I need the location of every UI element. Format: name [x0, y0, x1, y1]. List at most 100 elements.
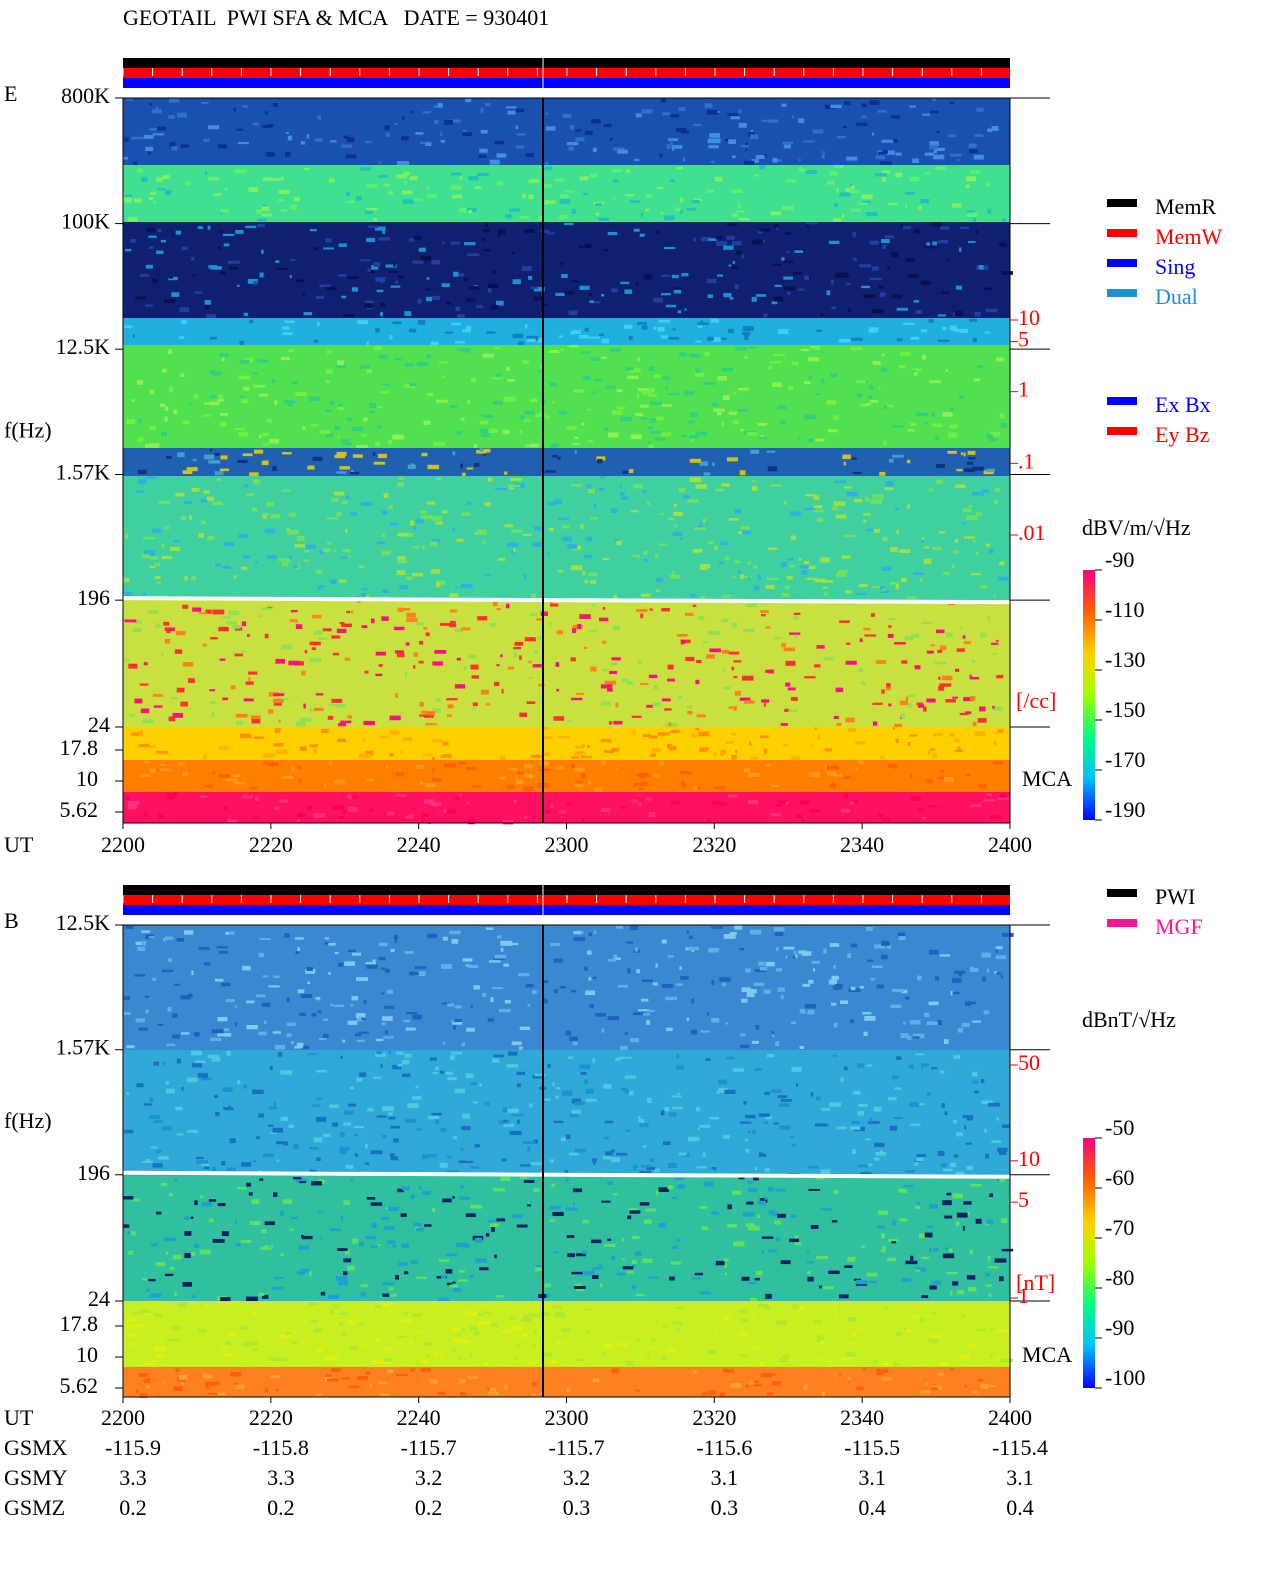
- spectrogram-speckle: [862, 200, 871, 204]
- spectrogram-speckle: [611, 410, 623, 415]
- spectrogram-speckle: [475, 1258, 487, 1263]
- spectrogram-speckle: [191, 256, 195, 261]
- spectrogram-speckle: [615, 702, 619, 708]
- spectrogram-speckle: [356, 977, 368, 981]
- spectrogram-speckle: [562, 536, 572, 542]
- spectrogram-speckle: [930, 1067, 938, 1070]
- spectrogram-speckle: [127, 1333, 138, 1337]
- spectrogram-speckle: [404, 363, 414, 367]
- spectrogram-speckle: [159, 763, 167, 766]
- spectrogram-speckle: [548, 350, 560, 353]
- spectrogram-speckle: [305, 544, 317, 550]
- spectrogram-speckle: [385, 765, 389, 769]
- legend-swatch: [1107, 427, 1137, 435]
- spectrogram-speckle: [701, 236, 711, 242]
- spectrogram-speckle: [932, 241, 937, 246]
- spectrogram-speckle: [895, 152, 902, 156]
- spectrogram-speckle: [556, 1087, 561, 1090]
- spectrogram-speckle: [941, 1103, 945, 1109]
- spectrogram-speckle: [326, 517, 339, 520]
- spectrogram-speckle: [422, 1190, 431, 1195]
- spectrogram-speckle: [724, 1272, 727, 1276]
- spectrogram-speckle: [166, 1043, 176, 1047]
- spectrogram-speckle: [133, 619, 142, 624]
- spectrogram-speckle: [768, 365, 773, 370]
- spectrogram-speckle: [313, 1328, 323, 1333]
- spectrogram-speckle: [808, 565, 816, 570]
- spectrogram-speckle: [613, 1193, 618, 1196]
- spectrogram-speckle: [505, 603, 510, 609]
- spectrogram-speckle: [124, 325, 133, 328]
- spectrogram-speckle: [972, 217, 977, 222]
- spectrogram-speckle: [375, 1052, 386, 1057]
- spectrogram-speckle: [821, 1391, 826, 1397]
- orbit-row-label: GSMX: [4, 1435, 68, 1460]
- spectrogram-speckle: [418, 660, 424, 664]
- spectrogram-speckle: [354, 1133, 358, 1137]
- spectrogram-speckle: [679, 352, 687, 357]
- spectrogram-speckle: [284, 400, 296, 404]
- spectrogram-speckle: [557, 736, 570, 739]
- spectrogram-speckle: [153, 1061, 159, 1066]
- spectrogram-speckle: [812, 509, 824, 513]
- spectrogram-speckle: [167, 456, 172, 459]
- spectrogram-speckle: [378, 956, 386, 961]
- spectrogram-speckle: [176, 687, 185, 693]
- spectrogram-speckle: [123, 197, 132, 203]
- spectrogram-speckle: [522, 360, 529, 364]
- orbit-row-label: GSMZ: [4, 1495, 65, 1520]
- spectrogram-speckle: [794, 1235, 799, 1240]
- spectrogram-speckle: [648, 811, 656, 817]
- x-tick-label: 2320: [692, 832, 736, 857]
- spectrogram-speckle: [152, 1163, 163, 1168]
- spectrogram-speckle: [465, 1160, 474, 1163]
- spectrogram-speckle: [337, 436, 340, 439]
- spectrogram-speckle: [480, 432, 490, 438]
- spectrogram-speckle: [594, 1013, 606, 1017]
- spectrogram-speckle: [405, 1118, 416, 1123]
- spectrogram-speckle: [211, 1166, 217, 1171]
- spectrogram-speckle: [909, 734, 918, 737]
- spectrogram-speckle: [413, 236, 422, 240]
- spectrogram-speckle: [601, 1200, 611, 1203]
- spectrogram-speckle: [282, 326, 290, 330]
- spectrogram-speckle: [345, 154, 357, 159]
- spectrogram-speckle: [784, 286, 796, 291]
- spectrogram-speckle: [366, 1196, 376, 1200]
- spectrogram-speckle: [677, 310, 682, 314]
- spectrogram-speckle: [1000, 1358, 1013, 1363]
- spectrogram-speckle: [943, 1168, 953, 1172]
- spectrogram-speckle: [834, 983, 843, 989]
- spectrogram-speckle: [323, 1018, 329, 1021]
- spectrogram-speckle: [343, 1258, 352, 1263]
- spectrogram-speckle: [279, 1335, 291, 1339]
- x-tick-label: 2220: [249, 1405, 293, 1430]
- spectrogram-speckle: [888, 618, 896, 621]
- spectrogram-speckle: [430, 341, 439, 346]
- spectrogram-speckle: [783, 276, 793, 280]
- spectrogram-speckle: [222, 1087, 233, 1093]
- spectrogram-speckle: [575, 780, 583, 785]
- spectrogram-speckle: [511, 1114, 524, 1117]
- spectrogram-speckle: [721, 618, 729, 623]
- spectrogram-speckle: [929, 748, 935, 751]
- spectrogram-speckle: [313, 247, 319, 251]
- spectrogram-speckle: [677, 696, 683, 699]
- spectrogram-speckle: [341, 623, 352, 627]
- spectrogram-speckle: [149, 1114, 161, 1120]
- spectrogram-speckle: [233, 575, 237, 579]
- spectrogram-speckle: [373, 1076, 382, 1079]
- spectrogram-speckle: [857, 202, 868, 205]
- spectrogram-speckle: [560, 261, 564, 266]
- spectrogram-speckle: [473, 443, 478, 449]
- spectrogram-speckle: [634, 1251, 642, 1256]
- spectrogram-speckle: [858, 760, 864, 764]
- spectrogram-speckle: [950, 1368, 955, 1371]
- spectrogram-speckle: [924, 152, 935, 156]
- spectrogram-speckle: [575, 1283, 582, 1288]
- spectrogram-speckle: [998, 242, 1007, 247]
- spectrogram-speckle: [461, 1042, 466, 1047]
- spectrogram-speckle: [677, 1184, 685, 1189]
- spectrogram-speckle: [653, 774, 660, 778]
- spectrogram-speckle: [785, 955, 788, 959]
